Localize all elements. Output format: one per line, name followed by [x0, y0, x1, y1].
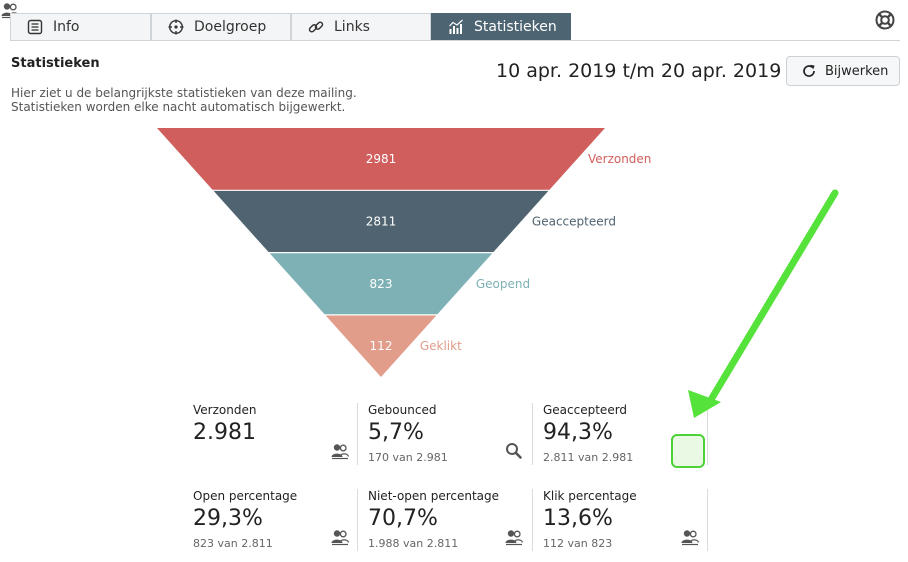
list-icon [27, 19, 43, 35]
description-line: Statistieken worden elke nacht automatis… [11, 100, 346, 114]
stat-sub: 823 van 2.811 [193, 537, 273, 550]
stat-value: 13,6% [543, 506, 613, 531]
tab-doelgroep[interactable]: Doelgroep [151, 13, 291, 40]
stat-gebounced: Gebounced 5,7% 170 van 2.981 [368, 403, 543, 475]
page-description: Hier ziet u de belangrijkste statistieke… [11, 86, 411, 114]
tab-bar: Info Doelgroep Links Statistieken [10, 13, 900, 41]
stat-label: Klik percentage [543, 489, 637, 503]
stat-value: 29,3% [193, 506, 263, 531]
link-icon [308, 19, 324, 35]
funnel-stage-verzonden [157, 128, 605, 190]
divider [707, 489, 708, 551]
users-icon[interactable] [330, 441, 350, 461]
users-icon[interactable] [680, 527, 700, 547]
funnel-chart: 2981 Verzonden 2811 Geaccepteerd 823 Geopend 1… [157, 128, 651, 377]
funnel-stage-geaccepteerd [213, 190, 549, 252]
stat-value: 2.981 [193, 420, 256, 445]
tab-info[interactable]: Info [10, 13, 151, 40]
stat-label: Niet-open percentage [368, 489, 500, 503]
stat-sub: 1.988 van 2.811 [368, 537, 459, 550]
funnel-stage-geopend [269, 253, 493, 315]
stat-label: Verzonden [193, 403, 257, 417]
stat-open-percentage: Open percentage 29,3% 823 van 2.811 [193, 489, 368, 561]
stat-sub: 2.811 van 2.981 [543, 451, 634, 464]
tab-statistieken[interactable]: Statistieken [431, 13, 571, 40]
funnel-stage-label: Geaccepteerd [532, 214, 616, 228]
refresh-button[interactable]: Bijwerken [786, 56, 900, 86]
tab-label: Doelgroep [194, 19, 267, 35]
stat-geaccepteerd: Geaccepteerd 94,3% 2.811 van 2.981 [543, 403, 718, 475]
refresh-icon [803, 64, 815, 77]
funnel-value-label: 2811 [366, 214, 397, 228]
stat-label: Open percentage [193, 489, 298, 503]
stat-value: 94,3% [543, 420, 613, 445]
divider [532, 489, 533, 551]
page-title: Statistieken [11, 56, 100, 71]
stat-niet-open-percentage: Niet-open percentage 70,7% 1.988 van 2.8… [368, 489, 543, 561]
stat-value: 70,7% [368, 506, 438, 531]
divider [532, 403, 533, 465]
tab-label: Info [53, 19, 80, 35]
lifebuoy-icon[interactable] [874, 9, 896, 31]
stat-sub: 170 van 2.981 [368, 451, 448, 464]
funnel-value-label: 112 [370, 339, 393, 353]
funnel-stage-label: Geopend [476, 277, 530, 291]
funnel-value-label: 823 [370, 277, 393, 291]
bar-chart-icon [448, 19, 464, 35]
tab-label: Statistieken [474, 19, 557, 35]
stat-verzonden: Verzonden 2.981 [193, 403, 368, 475]
stat-label: Gebounced [368, 403, 437, 417]
stat-sub: 112 van 823 [543, 537, 613, 550]
funnel-stage-label: Verzonden [588, 152, 651, 166]
divider [707, 403, 708, 465]
stat-klik-percentage: Klik percentage 13,6% 112 van 823 [543, 489, 718, 561]
users-icon[interactable] [330, 527, 350, 547]
crosshair-icon [168, 19, 184, 35]
date-range: 10 apr. 2019 t/m 20 apr. 2019 [496, 60, 782, 82]
users-icon[interactable] [504, 527, 524, 547]
divider [357, 403, 358, 465]
divider [357, 489, 358, 551]
search-icon[interactable] [504, 441, 524, 461]
funnel-value-label: 2981 [366, 152, 397, 166]
refresh-label: Bijwerken [825, 63, 889, 79]
funnel-stage-geklikt [325, 315, 437, 377]
stat-label: Geaccepteerd [543, 403, 628, 417]
tab-label: Links [334, 19, 370, 35]
description-line: Hier ziet u de belangrijkste statistieke… [11, 86, 357, 100]
tab-links[interactable]: Links [291, 13, 431, 40]
funnel-stage-label: Geklikt [420, 339, 462, 353]
highlight-box [671, 434, 705, 468]
stat-value: 5,7% [368, 420, 424, 445]
